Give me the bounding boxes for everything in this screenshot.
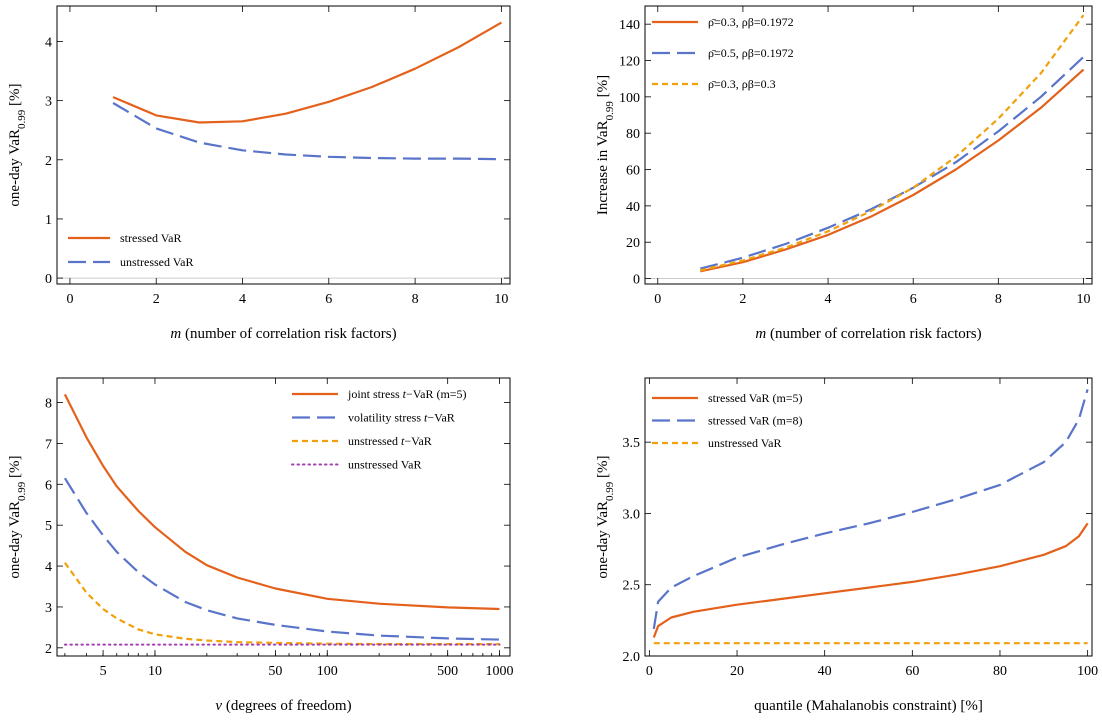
series-line	[112, 21, 502, 124]
y-axis-label: one-day VaR0.99 [%]	[7, 83, 28, 206]
x-tick-label: 2	[153, 292, 160, 307]
legend-label: ρ̄=0.5, ρβ=0.1972	[708, 46, 794, 60]
x-tick-label: 500	[437, 664, 458, 679]
plot-frame	[56, 5, 511, 285]
y-axis-label: Increase in VaR0.99 [%]	[595, 75, 616, 215]
x-tick-label: 100	[1077, 664, 1098, 679]
series-line	[64, 562, 500, 646]
x-tick-label: 10	[1076, 292, 1090, 307]
chart-panel-bottom-right: 2.0 2.5 3.0 3.5 0 20 40 60 80 100 quantile (Mahala…	[595, 377, 1098, 714]
y-tick-label: 120	[619, 55, 640, 70]
x-tick-label: 0	[646, 664, 653, 679]
y-tick-label: 4	[45, 35, 52, 50]
y-tick-label: 6	[45, 478, 52, 493]
legend-label: ρ̄=0.3, ρβ=0.3	[708, 77, 776, 91]
y-tick-label: 3	[45, 95, 52, 110]
y-tick-label: 4	[45, 560, 52, 575]
chart-panel-top-left: 0 1 2 3 4 0 2 4 6 8 10 m (number of correlation ris…	[7, 5, 511, 342]
y-axis-label: one-day VaR0.99 [%]	[7, 455, 28, 578]
legend-label: stressed VaR (m=8)	[708, 414, 803, 428]
legend-label: ρ̄=0.3, ρβ=0.1972	[708, 15, 794, 29]
series-line	[112, 102, 502, 161]
x-tick-label: 4	[825, 292, 832, 307]
legend-label: unstressed t−VaR	[348, 434, 432, 448]
y-tick-label: 3	[45, 601, 52, 616]
y-tick-label: 2	[45, 642, 52, 657]
x-tick-label: 6	[910, 292, 917, 307]
x-tick-label: 40	[818, 664, 832, 679]
x-tick-label: 10	[148, 664, 162, 679]
legend-label: joint stress t−VaR (m=5)	[347, 387, 467, 401]
x-tick-label: 0	[66, 292, 73, 307]
chart-panel-bottom-left: 2 3 4 5 6 7 8 5 10 50 100 500 1000 ν (degrees of free…	[7, 377, 514, 714]
series-line	[700, 14, 1085, 272]
y-tick-label: 2.5	[623, 579, 641, 594]
y-tick-label: 3.5	[623, 436, 641, 451]
x-axis-label: ν (degrees of freedom)	[215, 698, 351, 714]
x-tick-label: 8	[995, 292, 1002, 307]
y-tick-label: 140	[619, 18, 640, 33]
x-axis-label: m (number of correlation risk factors)	[170, 326, 396, 342]
legend-label: unstressed VaR	[708, 436, 781, 450]
legend-label: volatility stress t−VaR	[348, 411, 455, 425]
legend-label: unstressed VaR	[348, 458, 421, 472]
y-tick-label: 7	[45, 437, 52, 452]
x-tick-label: 80	[993, 664, 1007, 679]
x-axis-label: quantile (Mahalanobis constraint) [%]	[754, 698, 983, 714]
x-tick-label: 6	[325, 292, 332, 307]
x-tick-label: 100	[317, 664, 338, 679]
series-line	[652, 522, 1089, 638]
y-tick-label: 100	[619, 91, 640, 106]
x-tick-label: 4	[239, 292, 246, 307]
legend-label: unstressed VaR	[120, 255, 193, 269]
y-tick-label: 2	[45, 154, 52, 169]
y-tick-label: 8	[45, 397, 52, 412]
plot-frame	[644, 377, 1093, 657]
x-tick-label: 50	[268, 664, 282, 679]
x-tick-label: 8	[412, 292, 419, 307]
x-tick-label: 0	[654, 292, 661, 307]
x-tick-label: 60	[905, 664, 919, 679]
series-line	[652, 389, 1089, 630]
series-line	[700, 68, 1085, 273]
y-tick-label: 1	[45, 213, 52, 228]
y-tick-label: 3.0	[623, 507, 641, 522]
series-line	[63, 477, 500, 641]
y-tick-label: 60	[626, 164, 640, 179]
y-tick-label: 0	[633, 273, 640, 288]
y-tick-label: 0	[45, 272, 52, 287]
legend-label: stressed VaR	[120, 231, 181, 245]
plot-frame	[644, 5, 1093, 285]
y-tick-label: 80	[626, 127, 640, 142]
x-tick-label: 20	[730, 664, 744, 679]
plot-frame	[56, 377, 511, 657]
y-tick-label: 2.0	[623, 650, 641, 665]
x-tick-label: 10	[494, 292, 508, 307]
x-tick-label: 2	[739, 292, 746, 307]
chart-panel-top-right: 0 20 40 60 80 100 120 140 0 2 4 6 8 10 m (number of co…	[595, 5, 1093, 342]
y-tick-label: 20	[626, 236, 640, 251]
y-axis-label: one-day VaR0.99 [%]	[595, 455, 616, 578]
x-axis-label: m (number of correlation risk factors)	[755, 326, 981, 342]
y-tick-label: 5	[45, 519, 52, 534]
x-tick-label: 5	[100, 664, 107, 679]
legend-label: stressed VaR (m=5)	[708, 391, 803, 405]
x-tick-label: 1000	[486, 664, 514, 679]
series-line	[63, 393, 500, 611]
y-tick-label: 40	[626, 200, 640, 215]
